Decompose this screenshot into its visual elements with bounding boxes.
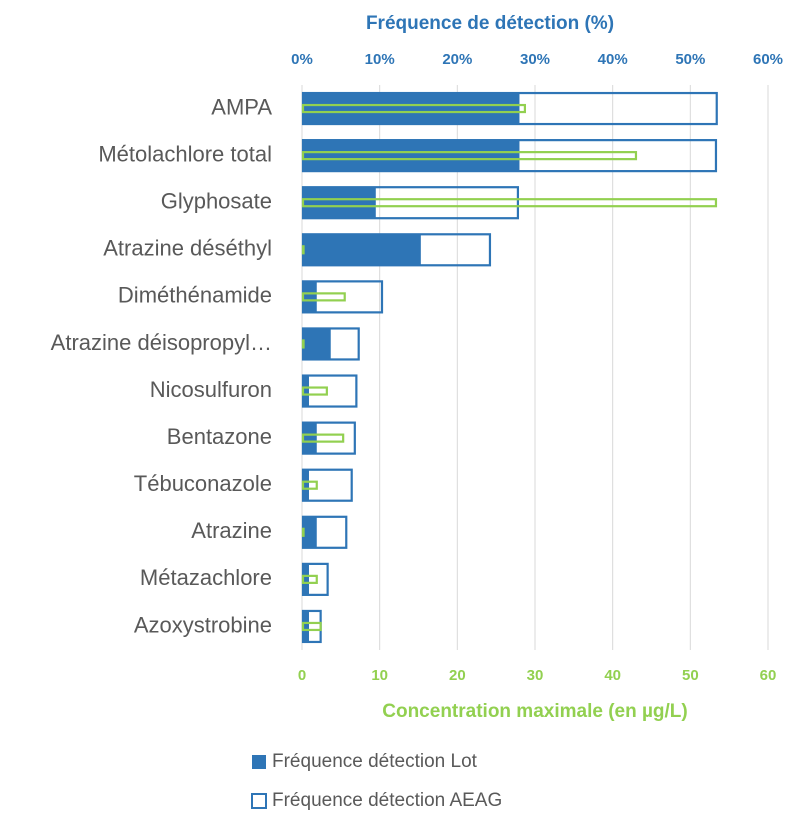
- bar: [302, 422, 317, 454]
- top-axis-title: Fréquence de détection (%): [366, 13, 614, 34]
- bar: [302, 93, 520, 125]
- x-tick-label: 10: [371, 667, 388, 684]
- bar: [301, 374, 358, 408]
- bar: [302, 281, 317, 313]
- bar: [301, 103, 527, 114]
- category-label: Bentazone: [167, 424, 272, 449]
- legend-label: Fréquence détection AEAG: [272, 790, 502, 811]
- bar: [302, 563, 309, 595]
- category-label: Atrazine déisopropyl…: [51, 330, 272, 355]
- category-label: Métolachlore total: [98, 141, 272, 166]
- bar: [302, 234, 421, 266]
- bar: [301, 433, 345, 443]
- category-label: Atrazine: [191, 518, 272, 543]
- x-tick-label: 50: [682, 667, 699, 684]
- bar: [301, 621, 322, 632]
- bar: [301, 574, 318, 584]
- x-tick-label: 30: [527, 667, 544, 684]
- category-label: Tébuconazole: [134, 471, 272, 496]
- x-tick-label: 60: [760, 667, 777, 684]
- bar: [301, 386, 328, 396]
- x-tick-label: 0: [298, 667, 306, 684]
- category-label: Métazachlore: [140, 565, 272, 590]
- bar: [301, 151, 638, 161]
- legend-label: Fréquence détection Lot: [272, 751, 478, 772]
- bar: [301, 339, 305, 349]
- bar: [302, 469, 309, 501]
- category-label: Atrazine déséthyl: [103, 236, 272, 261]
- bar: [301, 198, 718, 208]
- bottom-axis-title: Concentration maximale (en µg/L): [382, 701, 688, 722]
- bar: [302, 328, 331, 360]
- bar: [302, 375, 309, 407]
- bar: [302, 610, 309, 642]
- category-label: Diméthénamide: [118, 283, 272, 308]
- category-label: Nicosulfuron: [150, 377, 272, 402]
- bar: [302, 187, 376, 219]
- bar: [302, 140, 520, 172]
- category-label: Azoxystrobine: [134, 612, 272, 637]
- x2-tick-label: 40%: [598, 51, 628, 68]
- x2-tick-label: 30%: [520, 51, 550, 68]
- category-label: AMPA: [211, 94, 272, 119]
- x2-tick-label: 20%: [442, 51, 472, 68]
- bar: [301, 245, 305, 255]
- x-tick-label: 40: [604, 667, 621, 684]
- x2-tick-label: 50%: [675, 51, 705, 68]
- bar: [301, 527, 305, 537]
- x-tick-label: 20: [449, 667, 466, 684]
- x2-tick-label: 60%: [753, 51, 783, 68]
- legend-swatch: [252, 755, 266, 769]
- bar: [301, 480, 318, 490]
- x2-tick-label: 0%: [291, 51, 313, 68]
- category-label: Glyphosate: [161, 189, 272, 214]
- bar: [301, 292, 346, 302]
- x2-tick-label: 10%: [365, 51, 395, 68]
- bar: [301, 468, 353, 502]
- bar: [302, 516, 317, 548]
- legend-swatch: [251, 793, 267, 809]
